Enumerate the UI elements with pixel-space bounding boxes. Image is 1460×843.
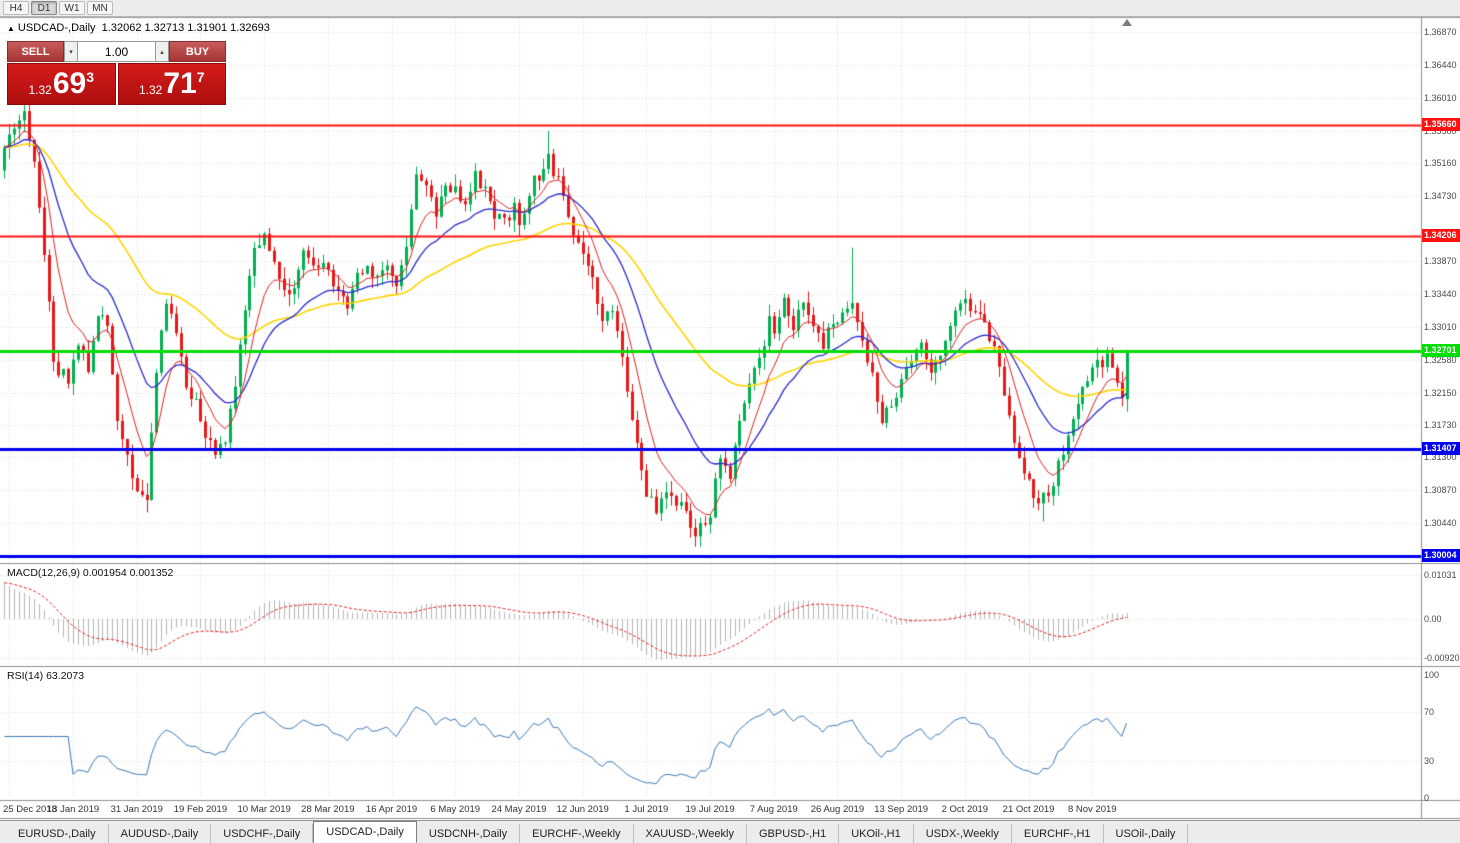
rsi-axis-label: 70 — [1424, 706, 1435, 717]
timeframe-button-mn[interactable]: MN — [87, 1, 113, 15]
price-axis-label: 1.35580 — [1424, 125, 1457, 136]
buy-price-prefix: 1.32 — [138, 83, 163, 97]
chart-tab-eurusd-daily[interactable]: EURUSD-,Daily — [6, 824, 109, 843]
sell-price-prefix: 1.32 — [28, 83, 52, 97]
macd-indicator-label: MACD(12,26,9) 0.001954 0.001352 — [7, 567, 174, 579]
chart-tabs: EURUSD-,Daily AUDUSD-,Daily USDCHF-,Daily U… — [0, 820, 1460, 843]
date-axis-label: 13 Jan 2019 — [46, 804, 100, 815]
price-axis-label: 1.33440 — [1424, 289, 1457, 300]
price-axis-label: 1.35160 — [1424, 157, 1457, 168]
date-axis-label: 8 Nov 2019 — [1067, 804, 1117, 815]
chart-tab-usdchf-daily[interactable]: USDCHF-,Daily — [211, 824, 314, 843]
chart-tab-xauusd-weekly[interactable]: XAUUSD-,Weekly — [634, 824, 747, 843]
price-axis-label: 1.31300 — [1424, 452, 1457, 463]
price-axis-label: 1.34730 — [1424, 190, 1457, 201]
price-axis-label: 1.36010 — [1424, 93, 1457, 104]
buy-price-pip: 7 — [196, 69, 205, 85]
price-axis-label: 1.36440 — [1424, 60, 1457, 71]
date-axis-label: 13 Sep 2019 — [874, 804, 929, 815]
macd-axis-label: 0.00 — [1424, 613, 1442, 624]
price-axis-label: 1.30870 — [1424, 485, 1457, 496]
date-axis-label: 25 Dec 2018 — [3, 804, 57, 815]
rsi-axis-label: 30 — [1424, 756, 1435, 767]
chart-shift-icon[interactable] — [1122, 19, 1132, 26]
chart-tab-gbpusd-h1[interactable]: GBPUSD-,H1 — [747, 824, 840, 843]
price-axis-label: 1.33010 — [1424, 322, 1457, 332]
price-axis-label: 1.32150 — [1424, 387, 1457, 398]
timeframe-button-h4[interactable]: H4 — [3, 1, 29, 15]
price-axis-label: 1.31730 — [1424, 419, 1457, 430]
trade-panel-toggle-icon[interactable]: ▲ — [7, 24, 15, 33]
price-axis-label: 1.30440 — [1424, 518, 1457, 529]
price-axis-label: 1.32580 — [1424, 354, 1457, 365]
date-axis-label: 21 Oct 2019 — [1002, 804, 1055, 815]
rsi-indicator-label: RSI(14) 63.2073 — [7, 670, 85, 682]
timeframe-toolbar: H4 D1 W1 MN — [0, 0, 1460, 17]
sell-button[interactable]: SELL — [7, 41, 64, 62]
volume-input[interactable] — [78, 41, 155, 62]
chart-tab-usdx-weekly[interactable]: USDX-,Weekly — [914, 824, 1012, 843]
chart-tab-usdcad-daily[interactable]: USDCAD-,Daily — [313, 821, 417, 843]
timeframe-button-d1[interactable]: D1 — [31, 1, 57, 15]
chart-symbol-title: USDCAD-,Daily — [17, 22, 96, 34]
chart-ohlc-values: 1.32062 1.32713 1.31901 1.32693 — [101, 22, 270, 34]
date-axis[interactable]: 25 Dec 2018 13 Jan 2019 31 Jan 2019 19 Feb … — [0, 801, 1421, 819]
date-axis-label: 6 May 2019 — [430, 804, 481, 815]
price-axis-label: 1.36870 — [1424, 27, 1457, 38]
price-level-badge: 1.34206 — [1422, 228, 1460, 242]
date-axis-label: 31 Jan 2019 — [110, 804, 163, 815]
price-level-badge: 1.31407 — [1422, 442, 1460, 456]
price-level-badge: 1.32701 — [1422, 343, 1460, 357]
chart-tab-eurchf-h1[interactable]: EURCHF-,H1 — [1012, 824, 1104, 843]
date-axis-label: 2 Oct 2019 — [941, 804, 989, 815]
date-axis-label: 16 Apr 2019 — [365, 804, 418, 815]
volume-increase-button[interactable]: ▴ — [155, 41, 169, 62]
buy-price-main: 71 — [163, 67, 197, 100]
chart-tab-audusd-daily[interactable]: AUDUSD-,Daily — [109, 824, 212, 843]
timeframe-button-w1[interactable]: W1 — [59, 1, 85, 15]
chart-tab-usoil-daily[interactable]: USOil-,Daily — [1104, 824, 1189, 843]
one-click-trading-panel: SELL ▾ ▴ BUY 1.32 69 3 1.32 71 7 — [7, 41, 226, 105]
date-axis-label: 24 May 2019 — [491, 804, 547, 815]
chart-tab-eurchf-weekly[interactable]: EURCHF-,Weekly — [520, 824, 634, 843]
chart-ohlc-header: ▲ USDCAD-,Daily 1.32062 1.32713 1.31901 1… — [7, 22, 270, 34]
rsi-axis-label: 100 — [1424, 670, 1440, 680]
volume-decrease-button[interactable]: ▾ — [64, 41, 78, 62]
date-axis-label: 1 Jul 2019 — [624, 804, 669, 815]
chart-tab-usdcnh-daily[interactable]: USDCNH-,Daily — [417, 824, 521, 843]
price-axis-label: 1.33870 — [1424, 256, 1457, 267]
price-level-badge: 1.35660 — [1422, 117, 1460, 131]
buy-price-button[interactable]: 1.32 71 7 — [117, 63, 226, 105]
date-axis-label: 19 Feb 2019 — [173, 804, 228, 815]
date-axis-label: 26 Aug 2019 — [810, 804, 865, 815]
date-axis-label: 10 Mar 2019 — [237, 804, 291, 815]
sell-price-button[interactable]: 1.32 69 3 — [7, 63, 116, 105]
sell-price-pip: 3 — [86, 69, 95, 85]
macd-axis-label: -0.00920 — [1424, 652, 1460, 663]
macd-axis-label: 0.01031 — [1424, 570, 1457, 580]
date-axis-label: 28 Mar 2019 — [301, 804, 355, 815]
date-axis-label: 19 Jul 2019 — [685, 804, 735, 815]
chart-tab-ukoil-h1[interactable]: UKOil-,H1 — [839, 824, 914, 843]
date-axis-label: 7 Aug 2019 — [749, 804, 798, 815]
rsi-axis-label: 0 — [1424, 793, 1430, 803]
date-axis-label: 12 Jun 2019 — [556, 804, 609, 815]
price-level-badge: 1.30004 — [1422, 549, 1460, 563]
price-axis[interactable]: 1.36870 1.36440 1.36010 1.35580 1.35160 1.347… — [1421, 17, 1460, 818]
sell-price-main: 69 — [52, 67, 87, 100]
buy-button[interactable]: BUY — [169, 41, 226, 62]
